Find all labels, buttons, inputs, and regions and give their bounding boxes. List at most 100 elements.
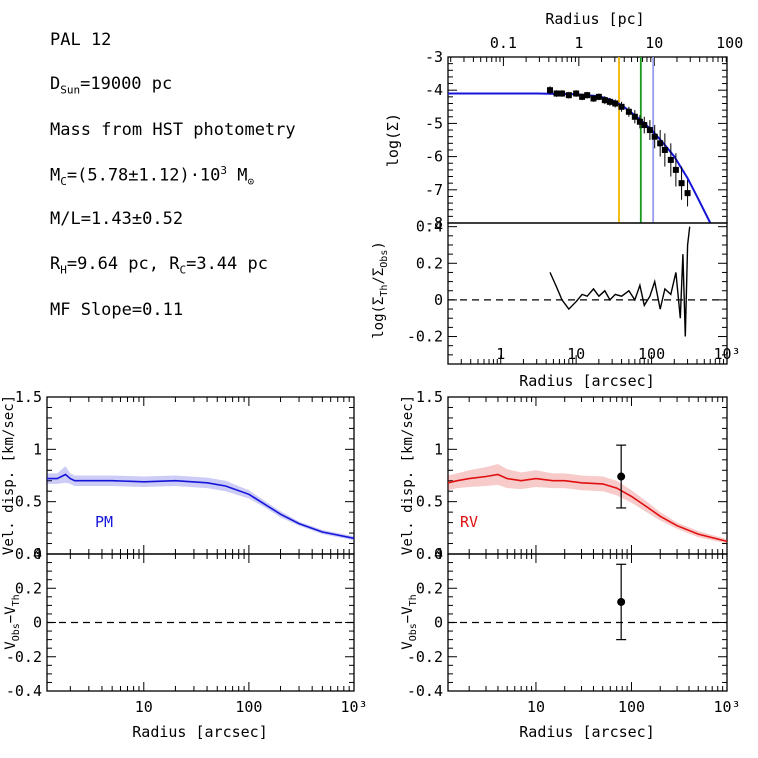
density-ylabel: log(Σ) [384, 113, 402, 167]
pm-residual-frame [46, 553, 355, 692]
density-residual-panel: 0.4 0.2 0 -0.2 1 10 100 10³ Radius [arcsec] lo… [371, 218, 741, 390]
density-point [667, 156, 674, 163]
x-tick-label: 100 [618, 698, 645, 716]
density-point [546, 87, 553, 94]
y-tick-label: 0.2 [416, 579, 443, 597]
pm-residual-ylabel: VObs−VTh [3, 594, 22, 649]
y-tick-label: 0.4 [416, 545, 443, 563]
density-residual-ylabel: log(ΣTh/ΣObs) [371, 241, 390, 339]
y-tick-label: 0 [434, 291, 443, 309]
x-tick-label: 1 [496, 345, 505, 363]
rv-dispersion-panel: 1.5 1 0.5 0 RV Vel. disp. [km/sec] [400, 388, 728, 563]
density-point [641, 122, 648, 129]
density-point [661, 146, 668, 153]
y-tick-label: 0 [33, 545, 42, 563]
y-tick-label: -6 [425, 148, 443, 166]
y-tick-label: 1.5 [15, 388, 42, 406]
density-point [657, 140, 664, 147]
y-tick-label: -3 [425, 48, 443, 66]
density-point [553, 90, 560, 97]
y-tick-label: -4 [425, 81, 443, 99]
density-point [595, 93, 602, 100]
y-tick-label: 0 [434, 614, 443, 632]
mf-slope: MF Slope=0.11 [50, 300, 184, 320]
pm-residual-xlabel: Radius [arcsec] [132, 723, 267, 741]
y-tick-label: 0.5 [416, 493, 443, 511]
y-tick-label: -7 [425, 181, 443, 199]
density-residual-xlabel: Radius [arcsec] [519, 372, 654, 390]
density-point [651, 133, 658, 140]
density-point [678, 180, 685, 187]
y-tick-label: -0.4 [6, 682, 42, 700]
density-point [618, 103, 625, 110]
y-tick-label: 0.4 [416, 218, 443, 236]
y-tick-label: -0.4 [407, 682, 443, 700]
rv-label: RV [460, 513, 478, 531]
density-point [590, 95, 597, 102]
x-tick-label: 10 [567, 345, 585, 363]
top-tick-label: 10 [645, 34, 663, 52]
pm-label: PM [95, 513, 113, 531]
y-tick-label: 0.2 [416, 254, 443, 272]
y-tick-label: 1.5 [416, 388, 443, 406]
y-tick-label: -0.2 [407, 648, 443, 666]
top-axis-title: Radius [pc] [545, 10, 644, 28]
pm-dispersion-panel: 1.5 1 0.5 0 PM Vel. disp. [km/sec] [1, 388, 355, 563]
density-point [584, 92, 591, 99]
density-point [601, 97, 608, 104]
y-tick-label: 0.5 [15, 493, 42, 511]
cluster-name: PAL 12 [50, 30, 112, 50]
y-tick-label: 0 [434, 545, 443, 563]
x-tick-label: 10 [135, 698, 153, 716]
rv-residual-ylabel: VObs−VTh [400, 594, 419, 649]
pm-dispersion-curve [47, 473, 355, 540]
x-tick-label: 100 [638, 345, 665, 363]
y-tick-label: 0 [33, 614, 42, 632]
radii: RH=9.64 pc, RC=3.44 pc [50, 254, 268, 277]
density-residual-frame [447, 222, 728, 365]
data-point [617, 597, 626, 606]
density-point [573, 90, 580, 97]
cluster-mass: MC=(5.78±1.12)·103 M⊙ [50, 164, 255, 189]
density-point [684, 190, 691, 197]
rv-ylabel: Vel. disp. [km/sec] [400, 395, 416, 555]
x-tick-label: 100 [235, 698, 262, 716]
data-point [617, 472, 626, 481]
y-tick-label: 0.4 [15, 545, 42, 563]
x-tick-label: 10³ [713, 345, 740, 363]
y-tick-label: 1 [434, 440, 443, 458]
density-point [559, 90, 566, 97]
pm-dispersion-band [47, 466, 354, 541]
rv-dispersion-band [448, 464, 727, 544]
x-tick-label: 10³ [340, 698, 367, 716]
density-point [631, 113, 638, 120]
density-residual-curve [549, 226, 691, 337]
mass-to-light: M/L=1.43±0.52 [50, 209, 184, 229]
density-point [612, 100, 619, 107]
rv-residual-xlabel: Radius [arcsec] [519, 723, 654, 741]
y-tick-label: 0.2 [15, 579, 42, 597]
density-point [579, 93, 586, 100]
top-tick-label: 100 [716, 34, 743, 52]
y-tick-label: -5 [425, 114, 443, 132]
density-point [646, 127, 653, 134]
density-point [672, 166, 679, 173]
density-point [625, 108, 632, 115]
y-tick-label: -8 [425, 214, 443, 232]
y-tick-label: -0.2 [407, 328, 443, 346]
density-point [636, 118, 643, 125]
top-tick-label: 1 [574, 34, 583, 52]
x-tick-label: 10 [527, 698, 545, 716]
top-tick-label: 0.1 [490, 34, 517, 52]
rv-dispersion-curve [447, 473, 728, 543]
density-frame [447, 56, 728, 224]
sun-distance: DSun=19000 pc [50, 74, 173, 97]
y-tick-label: 1 [33, 440, 42, 458]
pm-ylabel: Vel. disp. [km/sec] [1, 395, 17, 555]
density-panel: Radius [pc] 0.1 1 10 100 -3 -4 -5 -6 -7 -8 log(Σ… [384, 10, 743, 232]
rv-residual-panel: 0.4 0.2 0 -0.2 -0.4 10 100 10³ Radius [arcsec]… [400, 545, 741, 741]
density-point [606, 98, 613, 105]
y-tick-label: -0.2 [6, 648, 42, 666]
x-tick-label: 10³ [713, 698, 740, 716]
